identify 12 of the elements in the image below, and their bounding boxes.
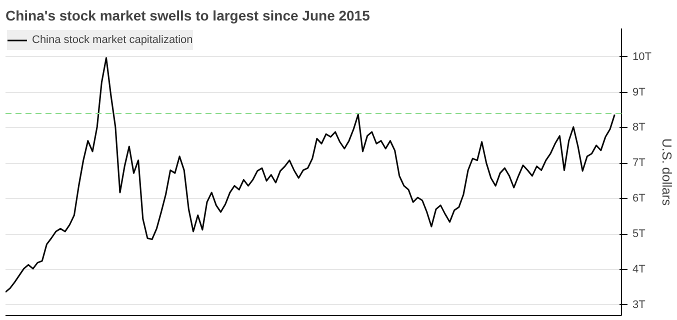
y-tick-label: 10T	[632, 50, 652, 63]
line-series	[6, 57, 616, 293]
y-tick-label: 4T	[632, 263, 646, 276]
y-tick-label: 8T	[632, 122, 646, 134]
y-tick-label: 6T	[632, 192, 646, 205]
y-tick-label: 9T	[632, 86, 646, 98]
y-tick-label: 5T	[632, 228, 646, 240]
chart-title: China's stock market swells to largest since June 2015	[6, 8, 370, 24]
y-tick-label: 7T	[632, 157, 646, 170]
legend-label: China stock market capitalization	[32, 34, 193, 46]
y-tick-label: 3T	[632, 298, 646, 311]
y-axis-title: U.S. dollars	[659, 138, 674, 206]
